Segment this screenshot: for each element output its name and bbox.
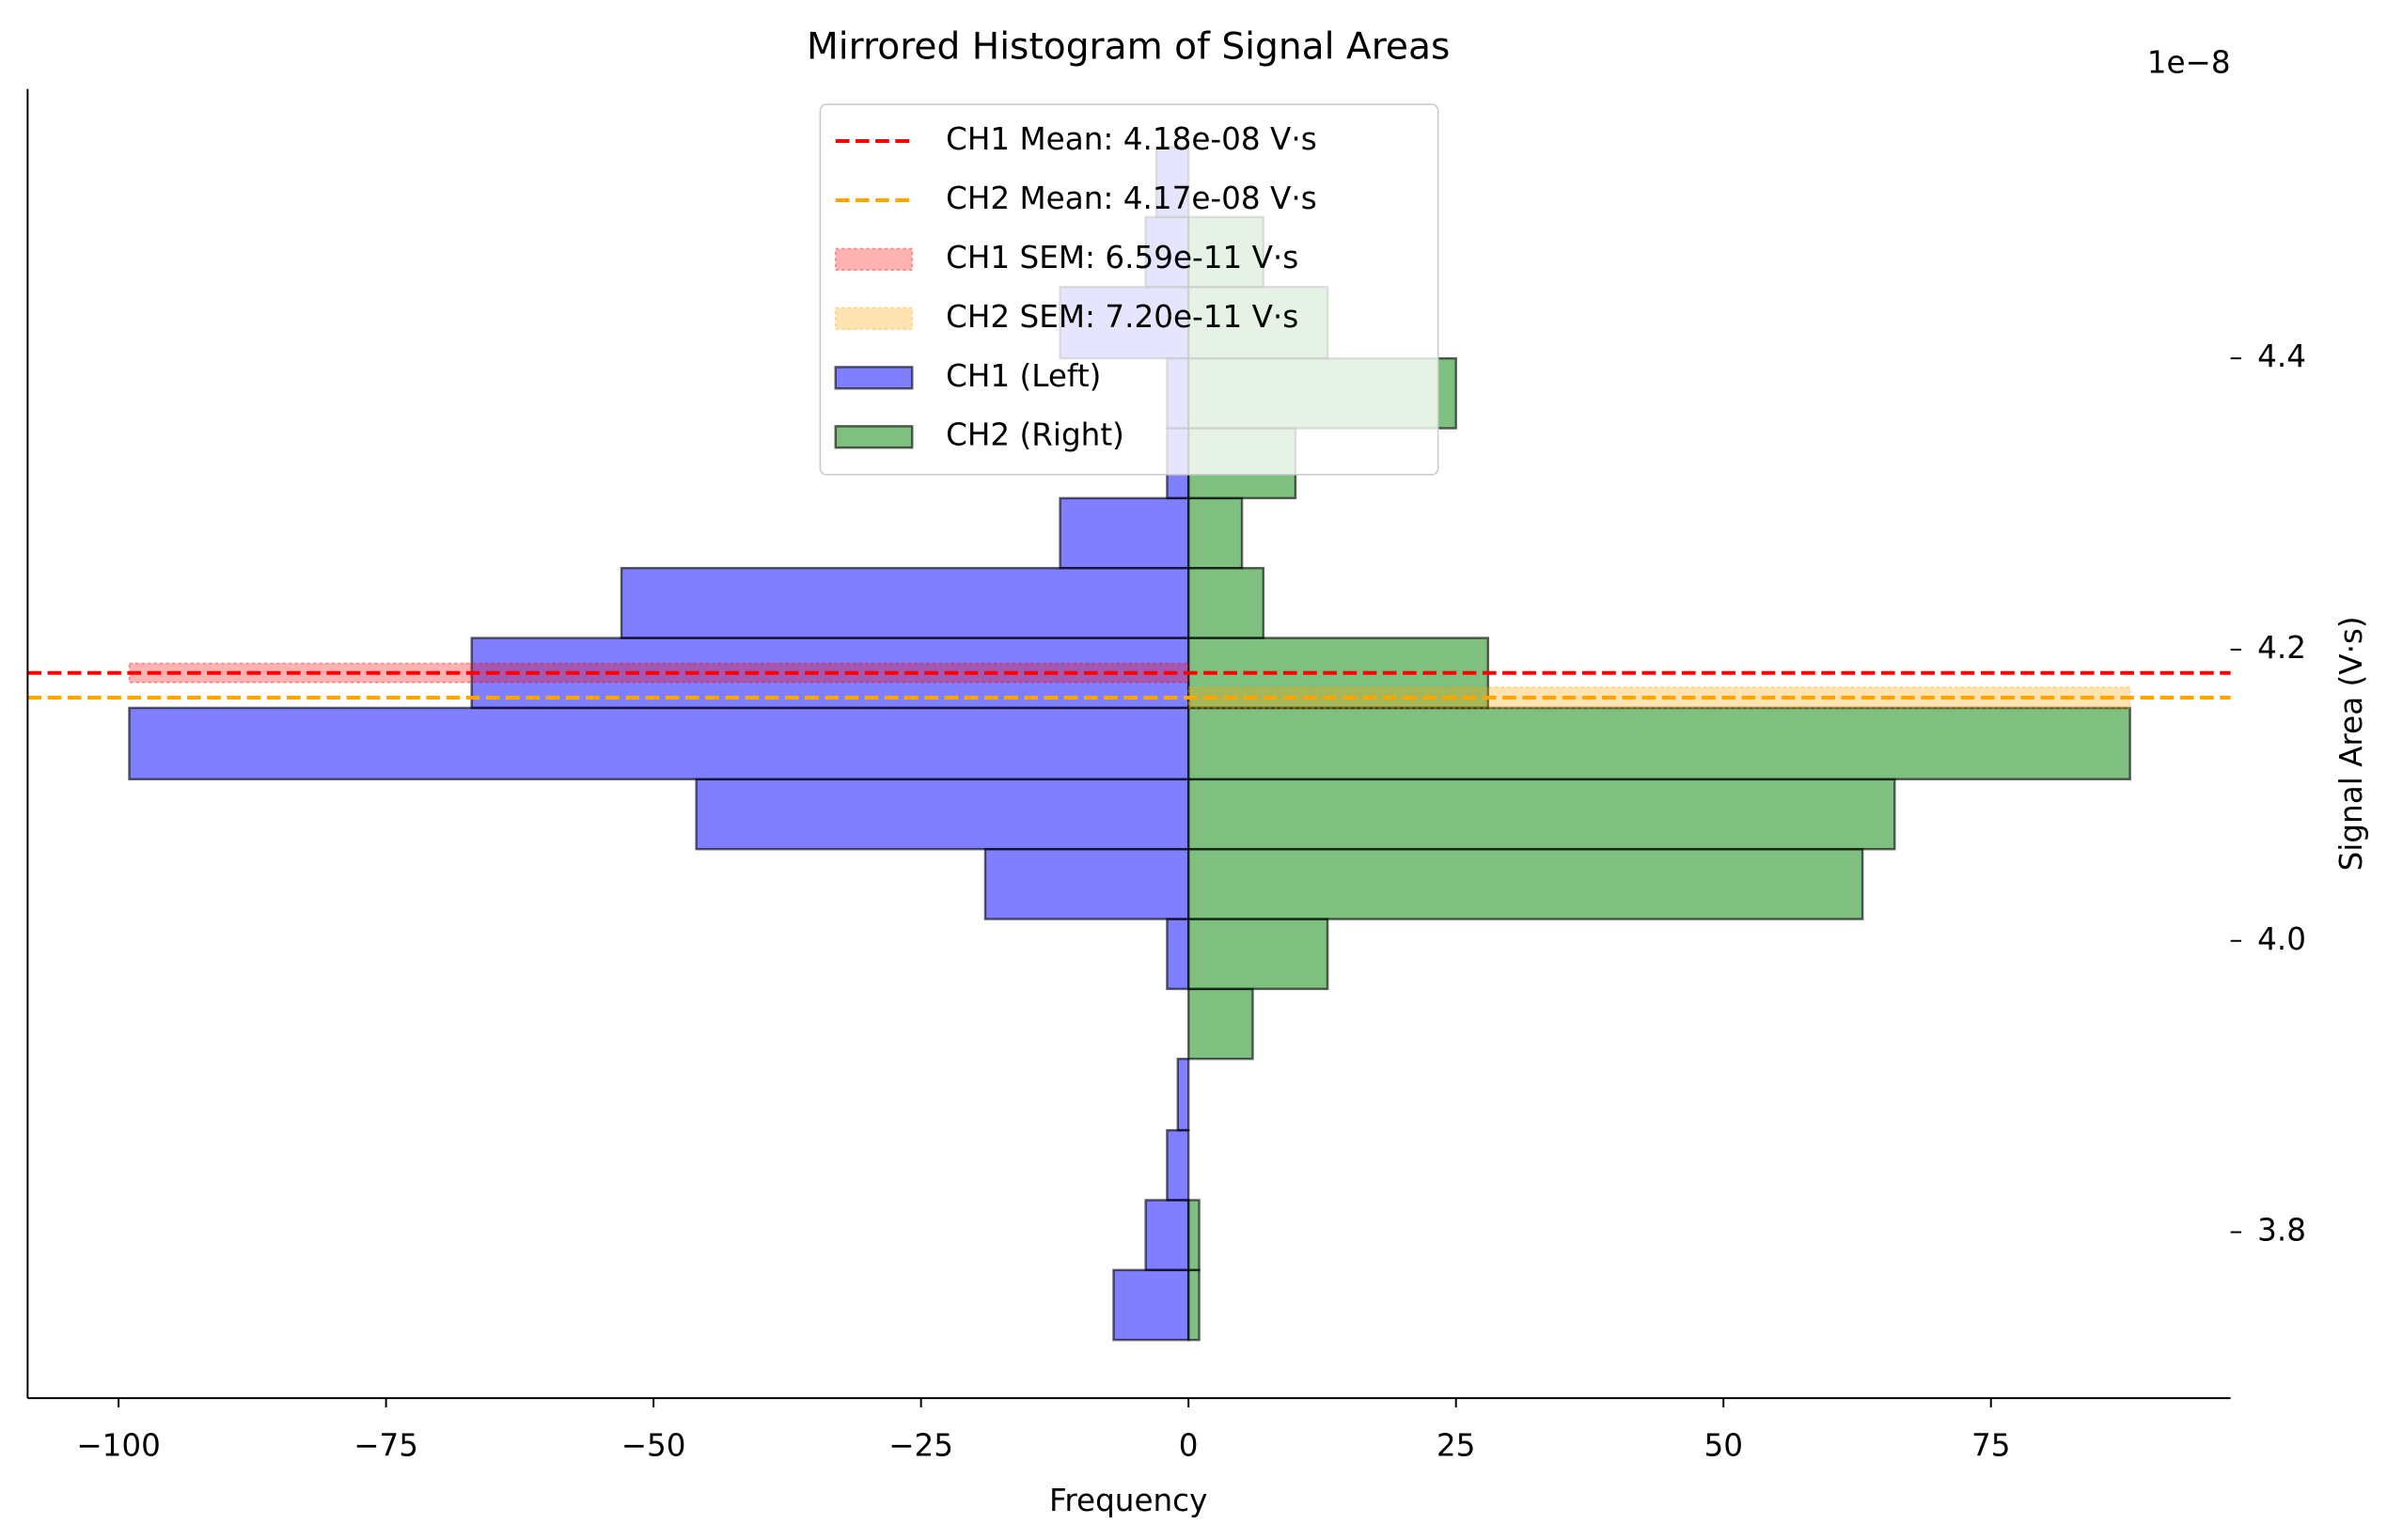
- histogram-bar: [1186, 1199, 1201, 1272]
- x-tick-label: 50: [1704, 1427, 1743, 1463]
- histogram-bar: [620, 566, 1190, 639]
- histogram-bar: [695, 778, 1190, 851]
- histogram-bar: [1166, 1128, 1190, 1202]
- legend-patch: [834, 366, 914, 390]
- y-tick-label: 3.8: [2257, 1213, 2306, 1249]
- histogram-bar: [983, 847, 1190, 920]
- x-tick-label: 75: [1971, 1427, 2011, 1463]
- chart-title: Mirrored Histogram of Signal Areas: [807, 26, 1450, 69]
- histogram-bar: [1186, 706, 2131, 781]
- legend-label: CH1 (Left): [946, 358, 1101, 394]
- legend: CH1 Mean: 4.18e-08 V·s CH2 Mean: 4.17e-08…: [819, 103, 1439, 476]
- histogram-bar: [1186, 987, 1254, 1061]
- legend-label: CH1 Mean: 4.18e-08 V·s: [946, 121, 1317, 157]
- legend-band: [834, 306, 914, 331]
- histogram-bar: [1186, 636, 1490, 710]
- legend-box: [819, 103, 1439, 476]
- legend-label: CH2 Mean: 4.17e-08 V·s: [946, 181, 1317, 216]
- histogram-bar: [1186, 566, 1265, 639]
- x-tick-label: −75: [353, 1427, 418, 1463]
- histogram-bar: [1176, 1058, 1190, 1132]
- legend-label: CH2 SEM: 7.20e-11 V·s: [946, 299, 1298, 335]
- histogram-bar: [1186, 778, 1896, 851]
- histogram-bar: [1186, 1268, 1201, 1342]
- histogram-bar: [1144, 1199, 1190, 1272]
- y-tick-label: 4.4: [2257, 338, 2306, 374]
- histogram-bar: [1186, 918, 1329, 991]
- histogram-bar: [1186, 496, 1244, 570]
- histogram-bar: [1186, 847, 1864, 920]
- y-axis-label: Signal Area (V·s): [2333, 616, 2369, 871]
- x-tick-label: 0: [1179, 1427, 1199, 1463]
- y-tick-label: 4.2: [2257, 630, 2306, 666]
- legend-label: CH1 SEM: 6.59e-11 V·s: [946, 240, 1298, 275]
- histogram-bar: [1166, 918, 1190, 991]
- legend-band: [834, 247, 914, 272]
- x-tick-label: −100: [76, 1427, 161, 1463]
- legend-patch: [834, 425, 914, 449]
- histogram-bar: [128, 706, 1190, 781]
- y-offset-label: 1e−8: [2147, 44, 2231, 80]
- histogram-bar: [1112, 1268, 1190, 1342]
- x-tick-label: −25: [888, 1427, 953, 1463]
- histogram-bar: [1059, 496, 1190, 570]
- x-axis-label: Frequency: [1049, 1483, 1207, 1518]
- x-tick-label: −50: [621, 1427, 686, 1463]
- legend-label: CH2 (Right): [946, 417, 1124, 453]
- y-tick-label: 4.0: [2257, 921, 2306, 957]
- x-tick-label: 25: [1437, 1427, 1476, 1463]
